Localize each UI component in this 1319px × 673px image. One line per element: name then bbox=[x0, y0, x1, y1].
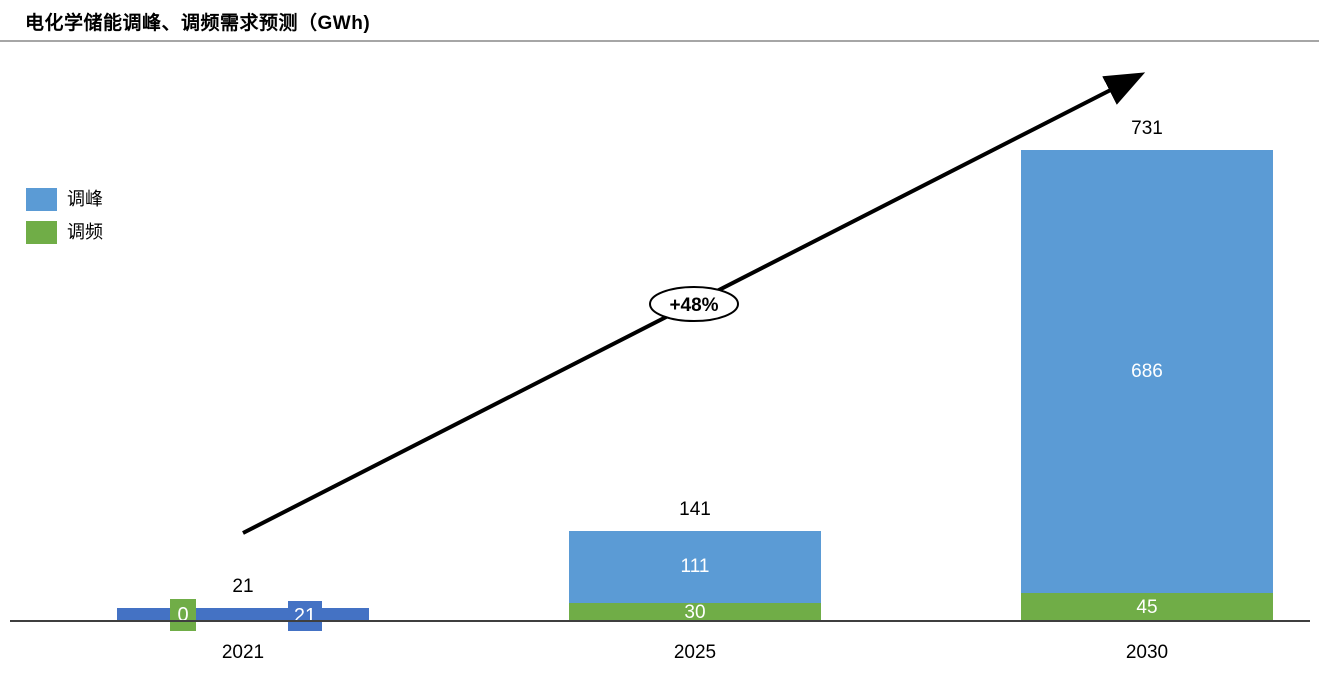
bar-segment-peak-2030: 686 bbox=[1021, 150, 1273, 593]
chart-title: 电化学储能调峰、调频需求预测（GWh) bbox=[25, 13, 371, 34]
legend-item-peak: 调峰 bbox=[26, 188, 103, 211]
value-label-peak-2025: 111 bbox=[680, 556, 710, 578]
legend-item-freq: 调频 bbox=[26, 221, 103, 244]
legend-label-peak: 调峰 bbox=[67, 189, 103, 209]
bar-stack-2025: 111 30 bbox=[569, 530, 821, 623]
legend-swatch-peak bbox=[26, 188, 57, 211]
category-label-2030: 2030 bbox=[1125, 642, 1169, 663]
value-label-freq-2025: 30 bbox=[684, 601, 706, 623]
total-label-2021: 21 bbox=[232, 576, 254, 598]
value-label-peak-2030: 686 bbox=[1131, 360, 1163, 382]
total-label-2030: 731 bbox=[1131, 118, 1163, 139]
title-divider bbox=[0, 40, 1319, 42]
bar-group-2025: 141 111 30 2025 bbox=[569, 0, 821, 673]
bar-stack-2030: 686 45 bbox=[1021, 150, 1273, 622]
value-label-peak-2021: 21 bbox=[293, 604, 317, 627]
category-label-2021: 2021 bbox=[221, 642, 265, 663]
bar-segment-peak-2025: 111 bbox=[569, 530, 821, 603]
value-badge-peak-2021: 21 bbox=[288, 601, 322, 631]
bar-segment-freq-2025: 30 bbox=[569, 601, 821, 623]
x-axis-line bbox=[10, 620, 1310, 622]
legend-swatch-freq bbox=[26, 221, 57, 244]
bar-segment-freq-2030: 45 bbox=[1021, 592, 1273, 622]
value-label-freq-2030: 45 bbox=[1136, 596, 1158, 618]
bar-group-2030: 731 686 45 2030 bbox=[1021, 0, 1273, 673]
bar-group-2021: 21 2021 bbox=[117, 0, 369, 673]
legend: 调峰 调频 bbox=[26, 188, 103, 254]
legend-label-freq: 调频 bbox=[67, 222, 103, 242]
category-label-2025: 2025 bbox=[673, 642, 717, 663]
total-label-2025: 141 bbox=[679, 499, 711, 520]
value-badge-freq-2021: 0 bbox=[170, 599, 196, 631]
value-label-freq-2021: 0 bbox=[177, 603, 189, 626]
